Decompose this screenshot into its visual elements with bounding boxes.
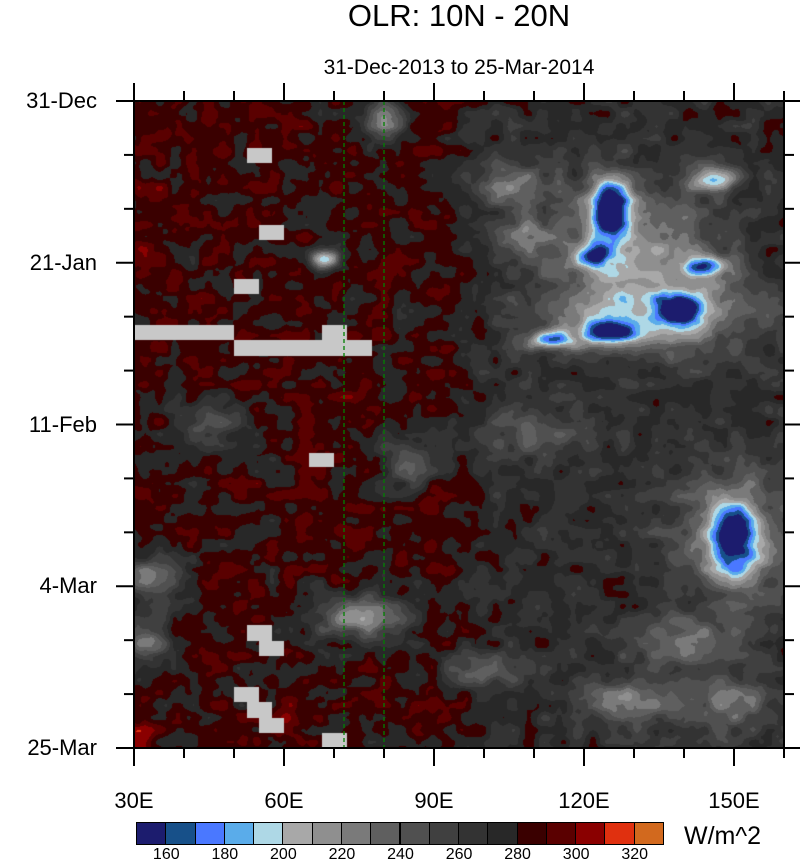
chart-title: OLR: 10N - 20N bbox=[347, 0, 571, 33]
x-tick-label: 150E bbox=[708, 788, 760, 813]
y-tick-label: 25-Mar bbox=[27, 735, 97, 760]
colorbar-swatch bbox=[253, 822, 284, 845]
colorbar-swatch bbox=[428, 822, 460, 845]
x-tick-label: 120E bbox=[558, 788, 610, 813]
chart-subtitle: 31-Dec-2013 to 25-Mar-2014 bbox=[323, 56, 595, 79]
y-tick-label: 11-Feb bbox=[28, 411, 97, 437]
colorbar-label: 280 bbox=[504, 846, 531, 863]
colorbar-swatch bbox=[194, 822, 225, 845]
colorbar-label: 300 bbox=[562, 846, 590, 863]
colorbar-swatch bbox=[545, 822, 577, 845]
colorbar-swatch bbox=[633, 822, 664, 845]
plot-frame bbox=[133, 100, 785, 749]
x-tick-label: 90E bbox=[414, 788, 454, 813]
y-tick-label: 21-Jan bbox=[29, 249, 97, 275]
colorbar-swatch bbox=[165, 822, 196, 845]
colorbar-swatch bbox=[604, 822, 635, 845]
colorbar-label: 160 bbox=[152, 846, 180, 863]
colorbar-swatch bbox=[399, 822, 430, 845]
colorbar-label: 200 bbox=[270, 846, 297, 863]
colorbar-swatch bbox=[282, 822, 313, 845]
colorbar-swatch bbox=[311, 822, 342, 845]
olr-hovmoller-field bbox=[134, 101, 784, 748]
x-tick-label: 30E bbox=[114, 788, 154, 813]
colorbar-swatch bbox=[458, 822, 489, 845]
colorbar-swatch bbox=[340, 822, 372, 845]
colorbar-label: 260 bbox=[445, 846, 473, 863]
colorbar-swatch bbox=[487, 822, 518, 845]
y-tick-label: 31-Dec bbox=[26, 88, 97, 113]
colorbar-swatch bbox=[136, 822, 167, 845]
colorbar-label: 180 bbox=[211, 846, 239, 863]
colorbar-label: 220 bbox=[328, 846, 356, 863]
y-tick-label: 4-Mar bbox=[39, 573, 97, 599]
colorbar-units: W/m^2 bbox=[684, 822, 762, 850]
colorbar-swatch bbox=[516, 822, 547, 845]
colorbar-label: 320 bbox=[621, 846, 649, 863]
colorbar-label: 240 bbox=[387, 846, 414, 863]
x-tick-label: 60E bbox=[264, 788, 304, 813]
colorbar-swatch bbox=[575, 822, 606, 845]
colorbar-swatch bbox=[223, 822, 255, 845]
colorbar-swatch bbox=[370, 822, 401, 845]
